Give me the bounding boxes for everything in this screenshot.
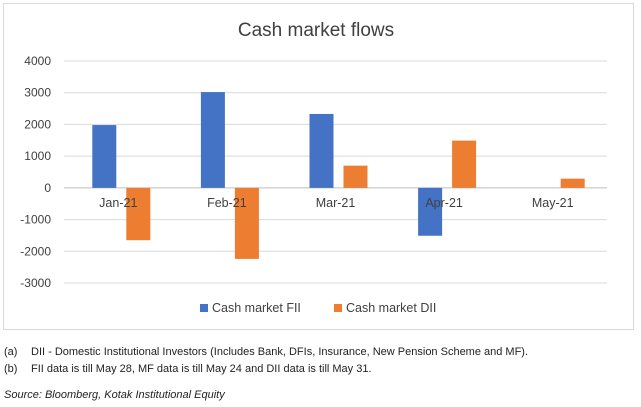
legend-swatch: [334, 304, 342, 312]
legend-label: Cash market FII: [212, 301, 301, 315]
legend-label: Cash market DII: [346, 301, 436, 315]
bar-fii: [418, 187, 443, 236]
y-tick-label: 3000: [24, 86, 51, 100]
bar-fii: [309, 113, 334, 188]
x-tick-label: Feb-21: [207, 196, 247, 210]
y-tick-label: 2000: [24, 117, 51, 131]
y-tick-label: 0: [44, 181, 51, 195]
chart-svg: Cash market flows 4000 3000 2000 1000 0 -1000 -…: [20, 20, 607, 315]
x-tick-label: Jan-21: [99, 196, 137, 210]
x-tick-label: Apr-21: [425, 196, 463, 210]
legend-swatch: [200, 304, 208, 312]
y-tick-label: 4000: [24, 54, 51, 68]
source-note: Source: Bloomberg, Kotak Institutional E…: [4, 389, 225, 401]
x-tick-label: May-21: [532, 196, 574, 210]
y-tick-label: -3000: [20, 276, 51, 290]
chart-title: Cash market flows: [238, 20, 394, 41]
bar-dii: [452, 140, 477, 188]
footnote-b-text: FII data is till May 28, MF data is till…: [31, 363, 372, 375]
bar-fii: [200, 92, 225, 188]
x-tick-label: Mar-21: [316, 196, 356, 210]
bar-fii: [92, 125, 117, 188]
footnote-a: (a) DII - Domestic Institutional Investor…: [4, 346, 528, 358]
bar-dii: [560, 178, 585, 188]
bar-dii: [234, 187, 259, 259]
y-tick-label: -1000: [20, 213, 51, 227]
y-tick-label: 1000: [24, 149, 51, 163]
y-tick-label: -2000: [20, 244, 51, 258]
footnote-a-text: DII - Domestic Institutional Investors (…: [31, 346, 529, 358]
footnote-b: (b) FII data is till May 28, MF data is t…: [4, 363, 372, 375]
footnote-a-tag: (a): [4, 346, 18, 358]
bar-dii: [343, 165, 368, 188]
bar-dii: [126, 187, 151, 241]
footnote-b-tag: (b): [4, 363, 18, 375]
chart-frame: Cash market flows 4000 3000 2000 1000 0 -1000 -…: [3, 3, 634, 330]
